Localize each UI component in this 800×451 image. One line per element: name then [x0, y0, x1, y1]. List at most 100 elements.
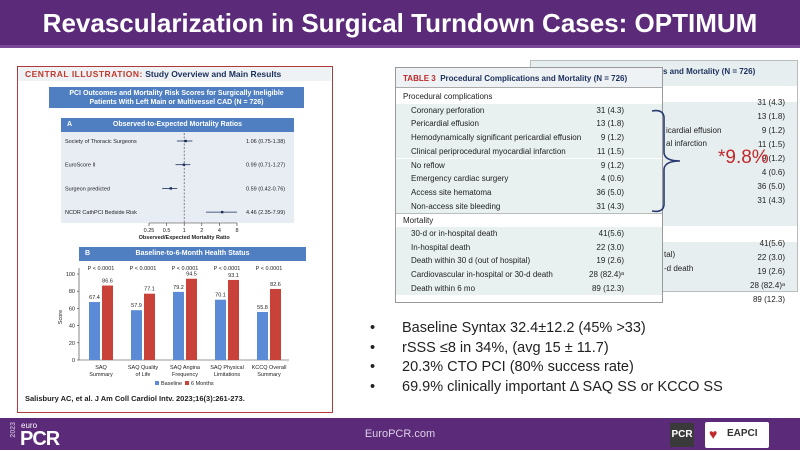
bar-value-label: 70.1 — [215, 293, 226, 299]
bg-row-label: icardial effusion — [666, 126, 722, 135]
bar-baseline — [257, 312, 268, 360]
x-tick-label: 1 — [183, 228, 186, 234]
row-label: Pericardial effusion — [411, 119, 479, 129]
pcr-logo: PCR — [670, 423, 694, 447]
footer: 2023 euro PCR EuroPCR.com PCR ♥ EAPCI — [0, 418, 800, 450]
table-row: Hemodynamically significant pericardial … — [396, 131, 662, 145]
point-estimate — [184, 139, 187, 143]
bg-row-label: tal) — [664, 250, 676, 259]
central-illustration: CENTRAL ILLUSTRATION: Study Overview and… — [17, 66, 333, 413]
bg-row-value: 9 (1.2) — [761, 126, 785, 135]
bg-row-value: 28 (82.4)ᵃ — [750, 281, 785, 290]
bg-row-value: 13 (1.8) — [757, 112, 785, 121]
panel-b-letter: B — [85, 250, 91, 257]
legend-swatch — [155, 381, 159, 385]
table-row: 30-d or in-hospital death 41(5.6) — [396, 227, 662, 241]
y-axis-title: Score — [58, 310, 64, 324]
bg-table-title: ions and Mortality (N = 726) — [651, 67, 756, 76]
bg-row-label: -d death — [664, 264, 694, 273]
row-value: 31 (4.3) — [596, 105, 624, 115]
y-tick-label: 100 — [66, 272, 75, 278]
table-row: Coronary perforation 31 (4.3) — [396, 103, 662, 118]
category-label: SAQ Physical — [210, 365, 244, 371]
category-label: Summary — [89, 372, 113, 378]
forest-row-label: EuroScore II — [65, 163, 96, 169]
logo-euro: euro — [21, 421, 38, 430]
section-label: Procedural complications — [403, 92, 493, 101]
bg-row-value: 41(5.6) — [759, 239, 785, 248]
row-value: 4 (0.6) — [600, 174, 624, 184]
bg-row-value: 9 (1.2) — [761, 154, 785, 163]
bullet-item: • Baseline Syntax 32.4±12.2 (45% >33) — [370, 320, 723, 340]
bar-value-label: 93.1 — [228, 273, 239, 279]
table-3: TABLE 3 Procedural Complications and Mor… — [395, 67, 663, 303]
forest-row-value: 0.59 (0.42-0.76) — [246, 186, 285, 192]
bar-baseline — [173, 291, 184, 360]
row-label: Access site hematoma — [411, 187, 492, 197]
bg-row-value: 19 (2.6) — [757, 267, 785, 276]
p-value-label: P < 0.0001 — [88, 266, 115, 272]
bullet-item: • 20.3% CTO PCI (80% success rate) — [370, 359, 723, 379]
row-value: 19 (2.6) — [596, 256, 624, 266]
illustration-label: CENTRAL ILLUSTRATION: — [25, 69, 143, 79]
row-label: 30-d or in-hospital death — [411, 229, 498, 238]
category-label: SAQ Quality — [128, 365, 159, 371]
forest-row-label: Surgeon predicted — [65, 186, 110, 192]
table-title: Procedural Complications and Mortality (… — [440, 74, 628, 83]
bullet-icon: • — [370, 378, 376, 395]
forest-row-value: 4.46 (2.35-7.99) — [246, 210, 285, 216]
illustration-banner: PCI Outcomes and Mortality Risk Scores f… — [49, 87, 304, 108]
bullet-icon: • — [370, 339, 376, 356]
banner-line-1: PCI Outcomes and Mortality Risk Scores f… — [69, 90, 284, 97]
row-label: Hemodynamically significant pericardial … — [411, 133, 582, 143]
bullet-text: 69.9% clinically important Δ SAQ SS or K… — [402, 378, 723, 395]
p-value-label: P < 0.0001 — [130, 266, 157, 272]
eapci-logo: ♥ EAPCI — [705, 422, 769, 448]
bg-row-label: al infarction — [666, 139, 707, 148]
row-label: Non-access site bleeding — [411, 201, 501, 211]
bullet-text: rSSS ≤8 in 34%, (avg 15 ± 11.7) — [402, 339, 609, 356]
illustration-header: CENTRAL ILLUSTRATION: Study Overview and… — [18, 67, 331, 81]
table-row: No reflow 9 (1.2) — [396, 158, 662, 173]
row-label: Death within 30 d (out of hospital) — [411, 256, 531, 266]
y-tick-label: 80 — [69, 289, 75, 295]
bullet-text: 20.3% CTO PCI (80% success rate) — [402, 359, 634, 375]
forest-row-value: 0.99 (0.71-1.27) — [246, 163, 285, 169]
brace-icon — [651, 109, 681, 213]
bullet-text: Baseline Syntax 32.4±12.2 (45% >33) — [402, 320, 646, 336]
table-row: Cardiovascular in-hospital or 30-d death… — [396, 268, 662, 282]
row-value: 36 (5.0) — [596, 187, 624, 197]
forest-row-label: NCDR CathPCI Bedside Risk — [65, 210, 137, 216]
p-value-label: P < 0.0001 — [256, 266, 283, 272]
bar-6-months — [186, 278, 197, 360]
x-tick-label: 0.5 — [163, 228, 171, 234]
bar-value-label: 94.5 — [186, 272, 197, 278]
row-label: Cardiovascular in-hospital or 30-d death — [411, 270, 553, 280]
row-value: 31 (4.3) — [596, 201, 624, 211]
table-row: Access site hematoma 36 (5.0) — [396, 185, 662, 200]
bg-row-value: 31 (4.3) — [757, 98, 785, 107]
row-label: No reflow — [411, 160, 445, 170]
bg-row-value: 4 (0.6) — [761, 168, 785, 177]
row-label: Death within 6 mo — [411, 283, 476, 293]
legend-label: 6 Months — [191, 381, 214, 387]
y-tick-label: 20 — [69, 341, 75, 347]
bar-6-months — [228, 279, 239, 360]
table-row: In-hospital death 22 (3.0) — [396, 240, 662, 255]
europcr-logo: PCR — [20, 428, 60, 450]
table-section-header: Procedural complications — [396, 90, 662, 104]
row-label: Coronary perforation — [411, 105, 485, 115]
row-value: 22 (3.0) — [596, 242, 624, 252]
bar-value-label: 67.4 — [89, 295, 100, 301]
table-row: Non-access site bleeding 31 (4.3) — [396, 199, 662, 214]
row-value: 9 (1.2) — [600, 160, 624, 170]
row-value: 89 (12.3) — [591, 283, 624, 293]
bar-6-months — [144, 293, 155, 360]
point-estimate — [169, 187, 173, 190]
row-label: Clinical periprocedural myocardial infar… — [411, 146, 566, 156]
bg-row-value: 22 (3.0) — [757, 253, 785, 262]
bar-baseline — [89, 302, 100, 360]
bar-value-label: 82.6 — [270, 282, 281, 288]
footer-url[interactable]: EuroPCR.com — [364, 428, 436, 440]
bullet-icon: • — [370, 359, 376, 375]
